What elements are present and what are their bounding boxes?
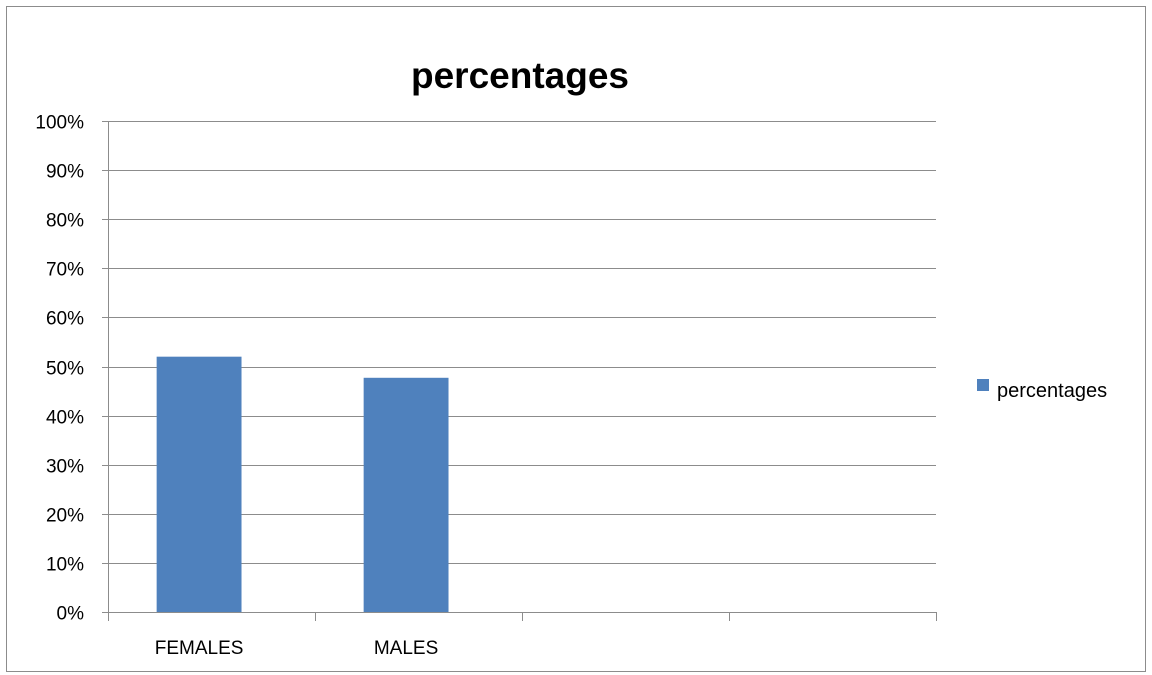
x-axis: FEMALES MALES	[108, 121, 937, 659]
y-tick-label: 70%	[46, 260, 84, 281]
y-tick-label: 80%	[46, 211, 84, 232]
y-tick-label: 100%	[35, 113, 84, 134]
y-tick-label: 60%	[46, 309, 84, 330]
chart-title: percentages	[411, 55, 629, 96]
y-tick-label: 20%	[46, 506, 84, 527]
x-tick-label: MALES	[374, 638, 438, 659]
y-tick-label: 90%	[46, 162, 84, 183]
y-tick-label: 50%	[46, 359, 84, 380]
y-axis-ticks: 0% 10% 20% 30% 40% 50% 60% 70% 80% 90% 100%	[35, 113, 108, 625]
legend-swatch	[977, 379, 989, 391]
bar	[363, 377, 449, 612]
y-tick-label: 10%	[46, 555, 84, 576]
x-tick-label: FEMALES	[155, 638, 244, 659]
legend-label: percentages	[997, 380, 1107, 402]
y-tick-label: 40%	[46, 408, 84, 429]
y-tick-label: 0%	[57, 604, 85, 625]
bars	[156, 356, 449, 612]
bar	[156, 356, 242, 612]
legend: percentages	[977, 379, 1107, 402]
y-tick-label: 30%	[46, 457, 84, 478]
